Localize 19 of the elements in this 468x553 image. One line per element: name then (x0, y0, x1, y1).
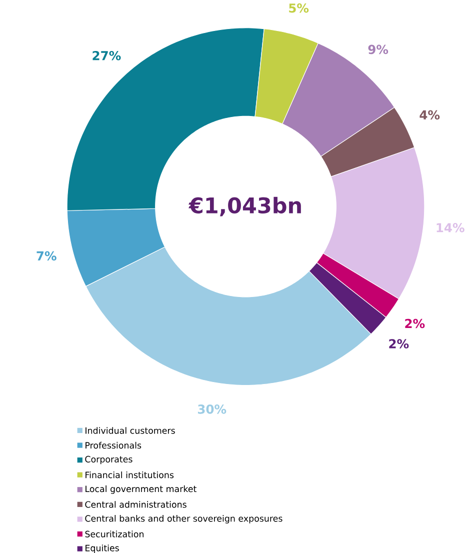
legend-label: Central banks and other sovereign exposures (85, 514, 282, 524)
legend-label: Professionals (85, 442, 142, 449)
legend-label: Corporates (85, 456, 132, 464)
data-label: 7% (36, 251, 56, 261)
legend-label: Equities (85, 544, 119, 553)
legend-label: Financial institutions (85, 471, 174, 478)
data-label: 2% (405, 318, 425, 328)
data-label: 14% (436, 223, 464, 232)
data-label: 9% (368, 44, 388, 54)
data-label: 5% (289, 3, 309, 13)
text: €1,043bn (188, 196, 301, 216)
data-label: 2% (389, 339, 409, 348)
data-label: 30% (198, 404, 226, 414)
legend-label: Central administrations (85, 501, 186, 508)
legend-label: Individual customers (85, 427, 175, 434)
legend-label: Local government market (85, 485, 196, 494)
data-label: 27% (92, 50, 121, 60)
data-label: 4% (420, 110, 440, 120)
legend-label: Securitization (85, 530, 144, 538)
